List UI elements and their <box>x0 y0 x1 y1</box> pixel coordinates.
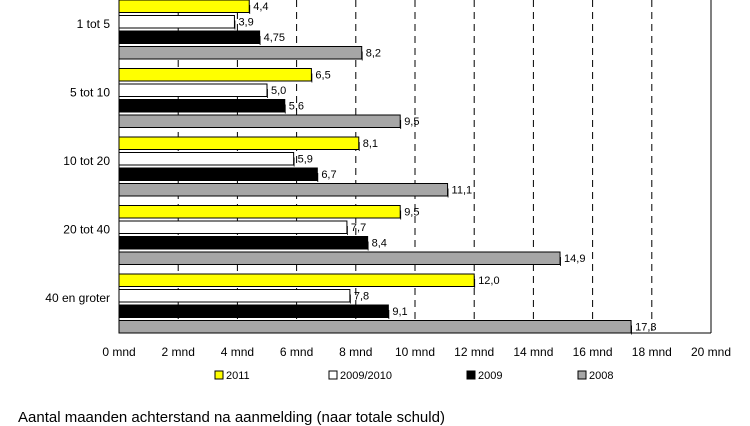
legend-swatch <box>466 370 476 380</box>
x-tick-label: 12 mnd <box>454 345 494 359</box>
legend-label: 2009/2010 <box>340 370 392 382</box>
x-tick-label: 2 mnd <box>162 345 195 359</box>
bar <box>118 68 312 82</box>
x-tick-label: 10 mnd <box>395 345 435 359</box>
bars <box>118 0 632 334</box>
chart-caption: Aantal maanden achterstand na aanmelding… <box>18 409 445 426</box>
data-label: 12,0 <box>478 275 499 287</box>
category-label: 20 tot 40 <box>63 223 110 237</box>
bar <box>118 46 363 60</box>
data-label: 7,7 <box>351 222 366 234</box>
data-label: 9,5 <box>404 207 419 219</box>
bar <box>118 320 632 334</box>
x-tick-label: 16 mnd <box>573 345 613 359</box>
bar <box>118 251 561 265</box>
x-tick-label: 0 mnd <box>102 345 135 359</box>
data-label: 3,9 <box>238 17 253 29</box>
data-label: 9,5 <box>404 116 419 128</box>
legend-label: 2011 <box>226 370 250 382</box>
bar <box>118 99 286 113</box>
data-label: 8,4 <box>372 238 387 250</box>
legend-swatch <box>214 370 224 380</box>
x-tick-label: 6 mnd <box>280 345 313 359</box>
category-label: 5 tot 10 <box>70 86 110 100</box>
bar <box>118 152 295 166</box>
x-tick-label: 8 mnd <box>339 345 372 359</box>
legend-swatch <box>577 370 587 380</box>
bar <box>118 114 401 128</box>
x-tick-label: 18 mnd <box>632 345 672 359</box>
bar <box>118 273 475 287</box>
bar <box>118 289 351 303</box>
data-label: 17,3 <box>635 322 656 334</box>
bar <box>118 83 268 97</box>
bar <box>118 136 360 150</box>
data-labels: 4,43,9 4,75 8,2 6,5 5,05,6 9,5 8,1 5,9 6,7 11,1 9,… <box>234 1 657 335</box>
legend-swatch <box>328 370 338 380</box>
data-label: 8,2 <box>366 48 381 60</box>
x-tick-label: 4 mnd <box>221 345 254 359</box>
data-label: 8,1 <box>363 138 378 150</box>
data-label: 7,8 <box>354 291 369 303</box>
bar <box>118 15 235 29</box>
bar <box>118 220 348 234</box>
data-label: 4,75 <box>264 32 285 44</box>
bar <box>118 0 250 13</box>
data-label: 6,5 <box>315 70 330 82</box>
data-label: 5,9 <box>298 154 313 166</box>
data-label: 4,4 <box>253 1 268 13</box>
bar <box>118 236 369 250</box>
bar <box>118 183 449 197</box>
legend-label: 2009 <box>478 370 502 382</box>
axes: 0 mnd 2 mnd 4 mnd 6 mnd 8 mnd 10 mnd 12 mnd 14 … <box>45 0 731 359</box>
category-label: 40 en groter <box>45 291 110 305</box>
x-tick-label: 20 mnd <box>691 345 731 359</box>
data-label: 14,9 <box>564 253 585 265</box>
x-tick-label: 14 mnd <box>513 345 553 359</box>
data-label: 11,1 <box>452 185 473 197</box>
bar <box>118 30 261 44</box>
legend-label: 2008 <box>589 370 613 382</box>
category-label: 1 tot 5 <box>77 17 111 31</box>
data-label: 9,1 <box>392 306 407 318</box>
bar <box>118 167 318 181</box>
data-label: 6,7 <box>321 169 336 181</box>
bar <box>118 304 389 318</box>
data-label: 5,6 <box>289 101 304 113</box>
legend: 2011 2009/2010 2009 2008 <box>214 370 613 382</box>
category-label: 10 tot 20 <box>63 154 110 168</box>
bar <box>118 205 401 219</box>
data-label: 5,0 <box>271 85 286 97</box>
